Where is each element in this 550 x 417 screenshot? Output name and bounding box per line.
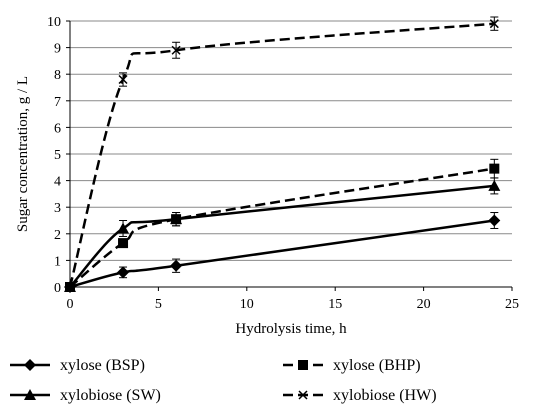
series-line [69, 184, 495, 288]
series-group [64, 16, 501, 293]
x-tick-label: 25 [505, 297, 519, 312]
data-point [170, 213, 183, 225]
data-point [118, 238, 129, 249]
x-marker-stroke [65, 282, 75, 292]
y-tick-label: 6 [54, 121, 61, 136]
y-tick-label: 8 [54, 68, 61, 83]
x-tick-label: 5 [155, 297, 162, 312]
x-marker-stroke [489, 19, 499, 29]
y-axis-title: Sugar concentration, g / L [15, 76, 31, 232]
legend-item-2: xylobiose (SW) [10, 387, 161, 404]
x-marker-stroke [298, 390, 308, 400]
x-tick-label: 0 [67, 297, 74, 312]
legend-item-0: xylose (BSP) [10, 357, 145, 374]
legend-item-1: xylose (BHP) [283, 357, 421, 374]
data-point [65, 282, 75, 292]
legend-label: xylose (BSP) [60, 357, 145, 374]
series-line [68, 22, 495, 288]
data-point [117, 222, 130, 234]
series-line [69, 219, 495, 289]
series-2 [64, 177, 501, 292]
data-point [117, 266, 130, 279]
y-tick-label: 1 [54, 254, 61, 269]
tick-labels: 0 1 2 3 4 5 6 7 8 9 10 0 5 10 15 20 25 [47, 15, 519, 312]
data-point [170, 259, 183, 272]
y-tick-label: 0 [54, 281, 61, 296]
legend-label: xylobiose (SW) [60, 387, 161, 404]
series-0 [64, 212, 501, 293]
x-axis-title: Hydrolysis time, h [235, 321, 347, 337]
x-tick-label: 10 [240, 297, 254, 312]
data-point [171, 45, 181, 55]
y-tick-label: 2 [54, 228, 61, 243]
data-point [488, 214, 501, 227]
data-point [118, 74, 128, 85]
legend-item-3: xylobiose (HW) [283, 387, 437, 404]
data-point [489, 19, 499, 29]
y-tick-label: 10 [47, 15, 61, 30]
legend-label: xylobiose (HW) [333, 387, 437, 404]
legend-marker [298, 390, 308, 400]
y-tick-label: 5 [54, 148, 61, 163]
y-tick-label: 3 [54, 201, 61, 216]
y-tick-label: 4 [54, 175, 61, 190]
legend: xylose (BSP) xylose (BHP) xylobiose (SW) xy… [10, 357, 437, 404]
legend-marker [298, 360, 308, 370]
x-tick-label: 20 [417, 297, 431, 312]
data-point [489, 163, 500, 174]
legend-label: xylose (BHP) [333, 357, 421, 374]
data-point [488, 179, 501, 191]
series-line [69, 167, 495, 288]
y-tick-label: 9 [54, 42, 61, 57]
gridlines [70, 20, 512, 261]
x-tick-label: 15 [328, 297, 342, 312]
x-marker-stroke [118, 74, 128, 85]
legend-marker [24, 389, 36, 400]
legend-marker [24, 359, 36, 371]
y-tick-label: 7 [54, 95, 61, 110]
series-3 [65, 16, 499, 292]
x-marker-stroke [171, 45, 181, 55]
